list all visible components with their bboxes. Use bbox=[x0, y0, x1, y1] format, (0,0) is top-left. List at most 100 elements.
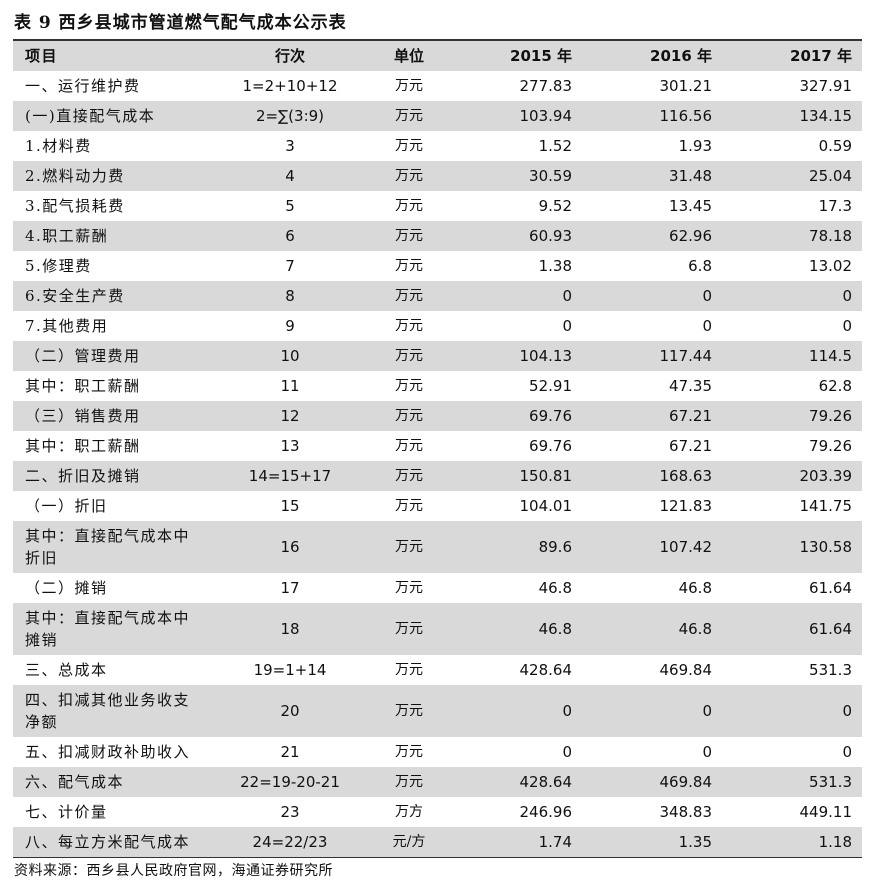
table-cell: 107.42 bbox=[659, 538, 713, 556]
table-cell: 0 bbox=[702, 702, 712, 720]
table-cell: 13.02 bbox=[809, 257, 852, 275]
table-cell: 46.8 bbox=[538, 620, 572, 638]
table-cell: 万元 bbox=[395, 378, 423, 394]
table-cell: 万元 bbox=[395, 621, 423, 637]
table-cell: 89.6 bbox=[538, 538, 572, 556]
table-cell: 三、总成本 bbox=[25, 661, 108, 679]
table-cell: 116.56 bbox=[659, 107, 713, 125]
table-row: 4.职工薪酬 6 万元 60.93 62.96 78.18 bbox=[13, 221, 862, 251]
column-header: 2017 年 bbox=[790, 47, 852, 65]
table-cell: 30.59 bbox=[529, 167, 572, 185]
table-row: 二、折旧及摊销 14=15+17 万元 150.81 168.63 203.39 bbox=[13, 461, 862, 491]
table-cell: 24=22/23 bbox=[252, 833, 328, 851]
table-cell: 428.64 bbox=[519, 661, 573, 679]
table-wrap: 项目 行次 单位 2015 年 2016 年 2017 年 一、运行维护费 1=2+10+1… bbox=[13, 39, 862, 858]
table-cell: 46.8 bbox=[678, 620, 712, 638]
table-row: 6.安全生产费 8 万元 0 0 0 bbox=[13, 281, 862, 311]
table-cell: 19=1+14 bbox=[253, 661, 327, 679]
table-cell: 0.59 bbox=[818, 137, 852, 155]
table-cell: 万元 bbox=[395, 580, 423, 596]
table-cell: 万元 bbox=[395, 408, 423, 424]
table-row: 八、每立方米配气成本 24=22/23 元/方 1.74 1.35 1.18 bbox=[13, 827, 862, 857]
table-cell: 79.26 bbox=[809, 437, 852, 455]
table-cell: 469.84 bbox=[659, 661, 713, 679]
table-cell: 万元 bbox=[395, 138, 423, 154]
table-cell: 168.63 bbox=[659, 467, 713, 485]
table-cell: 1.52 bbox=[538, 137, 572, 155]
table-cell: 531.3 bbox=[809, 661, 852, 679]
table-row: 四、扣减其他业务收支净额 20 万元 0 0 0 bbox=[13, 685, 862, 737]
table-row: (一)直接配气成本 2=∑(3:9) 万元 103.94 116.56 134.15 bbox=[13, 101, 862, 131]
table-cell: 万元 bbox=[395, 498, 423, 514]
table-cell: 0 bbox=[842, 317, 852, 335]
table-cell: 其中：职工薪酬 bbox=[25, 377, 141, 395]
table-row: 其中：职工薪酬 11 万元 52.91 47.35 62.8 bbox=[13, 371, 862, 401]
table-cell: 万元 bbox=[395, 198, 423, 214]
table-cell: 万元 bbox=[395, 774, 423, 790]
table-cell: 5 bbox=[285, 197, 295, 215]
table-cell: 0 bbox=[562, 743, 572, 761]
table-cell: 1.74 bbox=[538, 833, 572, 851]
table-cell: （二）管理费用 bbox=[25, 347, 141, 365]
table-cell: 一、运行维护费 bbox=[25, 77, 141, 95]
table-cell: 301.21 bbox=[659, 77, 713, 95]
table-cell: 9 bbox=[285, 317, 295, 335]
table-cell: 万元 bbox=[395, 703, 423, 719]
table-cell: 46.8 bbox=[678, 579, 712, 597]
table-cell: 16 bbox=[280, 538, 300, 556]
table-cell: 万元 bbox=[395, 662, 423, 678]
table-cell: 6.安全生产费 bbox=[25, 287, 125, 305]
table-row: 其中：直接配气成本中折旧 16 万元 89.6 107.42 130.58 bbox=[13, 521, 862, 573]
table-cell: 其中：直接配气成本中折旧 bbox=[25, 527, 191, 567]
table-cell: 0 bbox=[702, 743, 712, 761]
table-cell: 13 bbox=[280, 437, 300, 455]
table-cell: (一)直接配气成本 bbox=[25, 107, 156, 125]
table-cell: 114.5 bbox=[809, 347, 852, 365]
table-cell: 21 bbox=[280, 743, 300, 761]
table-cell: 万元 bbox=[395, 78, 423, 94]
table-cell: 五、扣减财政补助收入 bbox=[25, 743, 191, 761]
table-cell: 79.26 bbox=[809, 407, 852, 425]
table-cell: 0 bbox=[562, 317, 572, 335]
table-cell: 万元 bbox=[395, 318, 423, 334]
table-cell: 428.64 bbox=[519, 773, 573, 791]
table-cell: 其中：直接配气成本中摊销 bbox=[25, 609, 191, 649]
table-cell: 6 bbox=[285, 227, 295, 245]
table-cell: 万元 bbox=[395, 228, 423, 244]
table-cell: 4 bbox=[285, 167, 295, 185]
table-cell: 62.8 bbox=[818, 377, 852, 395]
table-cell: 531.3 bbox=[809, 773, 852, 791]
table-cell: 0 bbox=[702, 287, 712, 305]
table-row: （一）折旧 15 万元 104.01 121.83 141.75 bbox=[13, 491, 862, 521]
table-cell: 8 bbox=[285, 287, 295, 305]
table-cell: 0 bbox=[562, 702, 572, 720]
table-cell: 八、每立方米配气成本 bbox=[25, 833, 191, 851]
table-cell: 15 bbox=[280, 497, 300, 515]
table-cell: 469.84 bbox=[659, 773, 713, 791]
table-row: 7.其他费用 9 万元 0 0 0 bbox=[13, 311, 862, 341]
table-cell: 78.18 bbox=[809, 227, 852, 245]
table-cell: 其中：职工薪酬 bbox=[25, 437, 141, 455]
table-cell: 万元 bbox=[395, 288, 423, 304]
table-cell: 万元 bbox=[395, 539, 423, 555]
table-cell: 0 bbox=[842, 287, 852, 305]
table-title: 表 9 西乡县城市管道燃气配气成本公示表 bbox=[14, 13, 347, 33]
table-cell: 103.94 bbox=[519, 107, 573, 125]
table-row: 三、总成本 19=1+14 万元 428.64 469.84 531.3 bbox=[13, 655, 862, 685]
table-cell: 万元 bbox=[395, 348, 423, 364]
table-cell: 31.48 bbox=[669, 167, 712, 185]
source-note: 资料来源：西乡县人民政府官网，海通证券研究所 bbox=[14, 863, 333, 879]
table-cell: 121.83 bbox=[659, 497, 713, 515]
table-cell: 万元 bbox=[395, 744, 423, 760]
table-cell: 万元 bbox=[395, 168, 423, 184]
table-cell: 62.96 bbox=[669, 227, 712, 245]
table-cell: 1.93 bbox=[678, 137, 712, 155]
table-cell: 万元 bbox=[395, 258, 423, 274]
table-cell: 46.8 bbox=[538, 579, 572, 597]
table-cell: 277.83 bbox=[519, 77, 573, 95]
table-cell: 7.其他费用 bbox=[25, 317, 109, 335]
table-cell: 60.93 bbox=[529, 227, 572, 245]
column-header: 2015 年 bbox=[510, 47, 572, 65]
table-row: 六、配气成本 22=19-20-21 万元 428.64 469.84 531.3 bbox=[13, 767, 862, 797]
